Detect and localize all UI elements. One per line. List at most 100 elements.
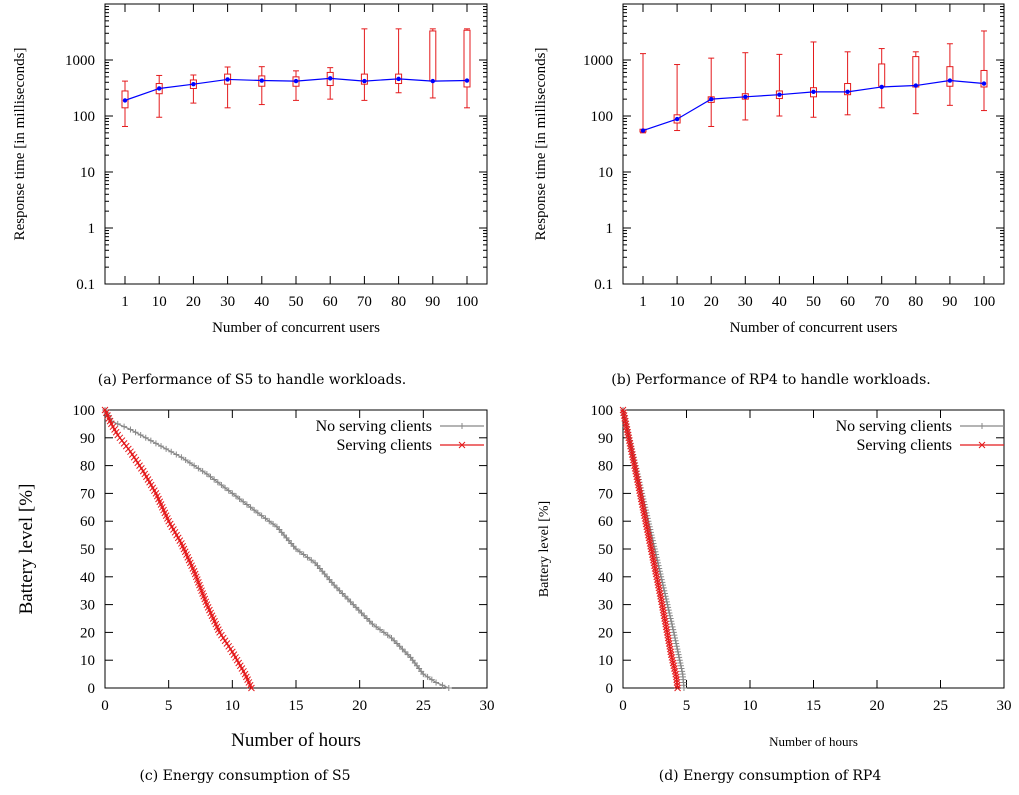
y-tick-label: 70 [598,486,613,502]
x-tick-label: 1 [121,294,129,310]
x-tick-label: 60 [323,294,338,310]
data-point-marker [399,646,406,653]
y-tick-label: 10 [80,653,95,669]
data-point-marker [673,679,681,686]
data-point-marker [662,623,670,631]
median-point [362,78,367,84]
box [844,83,852,96]
x-tick-label: 1 [639,294,647,310]
x-tick-label: 0 [101,698,109,714]
data-point-marker [665,637,673,645]
data-point-marker [671,632,678,639]
data-point-marker [663,626,671,633]
figure-caption: (a) Performance of S5 to handle workload… [98,372,407,388]
data-point-marker [300,551,307,558]
x-tick-label: 0 [619,698,627,714]
data-point-marker [369,621,376,628]
y-tick-label: 20 [598,625,613,641]
data-point-marker [331,582,338,589]
data-point-marker [680,685,687,691]
data-point-marker [342,593,349,600]
data-point-marker [232,493,239,500]
data-point-marker [668,618,675,625]
y-tick-label: 10 [80,165,95,181]
y-tick-label: 100 [591,403,614,419]
data-point-marker [672,637,679,644]
median-point [640,128,646,133]
data-point-marker [251,507,258,514]
legend-label: No serving clients [836,418,952,435]
y-tick-label: 60 [598,514,613,530]
y-tick-label: 1 [88,221,96,237]
x-tick-label: 70 [357,294,372,310]
legend-label: Serving clients [856,437,952,454]
y-tick-label: 90 [80,431,95,447]
data-point-marker [270,520,277,527]
data-point-marker [347,598,354,605]
data-point-marker [663,629,671,636]
data-point-marker [388,634,395,641]
y-tick-label: 80 [80,459,95,475]
data-point-marker [657,595,665,603]
data-point-marker [203,470,210,477]
data-point-marker [243,501,250,508]
x-tick-label: 15 [289,698,304,714]
data-point-marker [173,451,180,458]
data-point-marker [240,498,247,505]
data-point-marker [333,584,340,591]
data-point-marker [258,512,265,519]
data-point-marker [675,651,682,658]
y-tick-label: 90 [598,431,613,447]
y-tick-label: 20 [80,625,95,641]
data-point-marker [296,548,303,555]
median-point [947,78,953,83]
data-point-marker [199,468,206,475]
data-point-marker [308,557,315,564]
data-point-marker [211,476,218,483]
median-point [122,98,128,103]
data-point-marker [676,654,683,661]
data-point-marker [671,634,678,641]
data-point-marker [380,629,387,636]
box [946,66,954,87]
y-tick-label: 1 [606,221,614,237]
legend-marker [458,441,466,449]
data-point-marker [344,596,351,603]
x-tick-label: 80 [908,294,923,310]
x-tick-label: 30 [997,698,1012,714]
data-point-marker [186,459,193,466]
x-tick-label: 30 [738,294,753,310]
x-tick-label: 70 [874,294,889,310]
x-tick-label: 20 [352,698,367,714]
data-point-marker [142,434,149,441]
data-point-marker [678,665,685,672]
data-point-marker [366,618,373,625]
data-point-marker [672,673,680,681]
data-point-marker [262,515,269,522]
data-point-marker [661,617,669,625]
data-point-marker [668,621,675,628]
y-tick-label: 1000 [65,53,95,69]
data-point-marker [182,457,189,464]
data-point-marker [664,631,672,639]
data-point-marker [137,432,144,439]
data-point-marker [667,648,675,656]
median-point [293,78,299,84]
figure-caption: (c) Energy consumption of S5 [139,768,350,784]
data-point-marker [402,648,409,655]
data-point-marker [393,640,400,647]
figure-caption: (b) Performance of RP4 to handle workloa… [611,372,931,388]
data-point-marker [132,429,139,436]
data-point-marker [363,615,370,622]
data-point-marker [662,620,670,628]
x-tick-label: 30 [220,294,235,310]
x-axis-label: Number of hours [231,730,361,751]
y-tick-label: 50 [80,542,95,558]
x-tick-label: 100 [456,294,479,310]
median-point [879,84,884,90]
y-tick-label: 100 [73,109,96,125]
x-tick-label: 5 [683,698,691,714]
data-point-marker [358,609,365,616]
y-tick-label: 0 [606,681,614,697]
